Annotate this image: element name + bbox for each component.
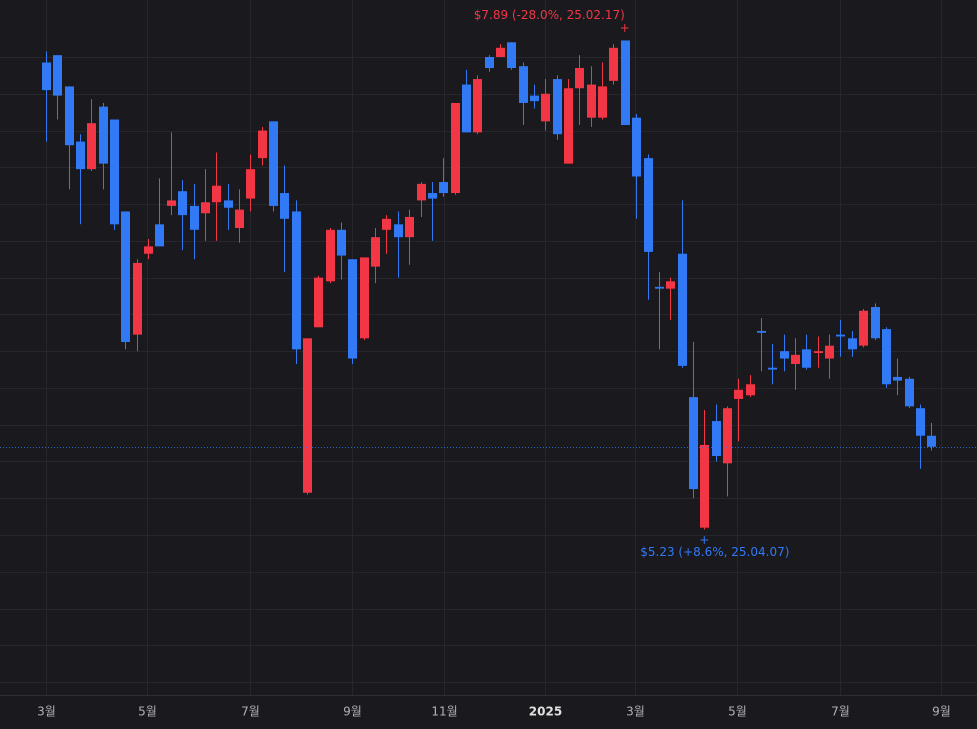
candle-body [496,47,505,57]
candle-body [65,86,74,146]
candle-body [814,351,823,354]
candle-body [405,216,414,238]
candle-body [893,376,902,381]
candle-body [678,253,687,366]
x-tick-label: 11월 [431,705,457,719]
low-marker: + [699,533,709,547]
x-tick-label: 5월 [728,705,747,719]
candle-body [382,218,391,230]
candle-body [337,229,346,256]
candle-body [507,42,516,69]
low-label: $5.23 (+8.6%, 25.04.07) [640,545,789,559]
candle-body [201,202,210,214]
x-tick-label: 9월 [932,705,951,719]
candle-body [519,66,528,103]
candle-body [269,121,278,206]
candle-body [632,117,641,177]
candle-body [235,209,244,228]
candle-body [428,193,437,199]
high-marker: + [620,21,630,35]
candle-body [927,435,936,447]
candle-body [825,345,834,359]
x-tick-label: 7월 [241,705,260,719]
candle-body [42,62,51,91]
candle-body [417,183,426,201]
high-label: $7.89 (-28.0%, 25.02.17) [474,8,625,22]
candle-body [757,330,766,333]
candle-body [178,191,187,216]
x-tick-label: 7월 [831,705,850,719]
candle-body [802,349,811,368]
candle-body [848,338,857,350]
candle-body [564,88,573,164]
candle-body [371,237,380,267]
candle-body [666,281,675,289]
candle-body [212,185,221,203]
candle-body [280,193,289,219]
candle-body [689,397,698,490]
candle-body [360,257,369,339]
candle-body [621,40,630,126]
candle-body [598,86,607,118]
candle-body [746,384,755,396]
candle-body [439,182,448,194]
candle-body [712,421,721,456]
candle-body [326,229,335,282]
candle-body [303,338,312,493]
x-tick-label: 3월 [37,705,56,719]
x-tick-label: 3월 [626,705,645,719]
candle-body [133,262,142,335]
candle-body [575,68,584,89]
candle-body [110,119,119,225]
candle-body [836,334,845,337]
candle-body [87,123,96,170]
candle-body [76,141,85,170]
candle-body [246,169,255,199]
candle-body [859,310,868,346]
candle-body [155,224,164,247]
candle-body [167,200,176,206]
candle-body [644,158,653,252]
candle-body [916,408,925,436]
candle-body [451,102,460,194]
candle-body [53,55,62,96]
candle-body [871,307,880,339]
candle-body [882,329,891,385]
candle-body [348,259,357,359]
candle-body [734,389,743,399]
candle-body [587,84,596,118]
candle-body [258,130,267,159]
candle-body [462,84,471,133]
candle-body [144,246,153,254]
candle-body [655,286,664,289]
candle-body [553,79,562,135]
candle-body [292,211,301,350]
x-tick-label: 9월 [343,705,362,719]
candle-body [485,56,494,69]
candle-body [394,224,403,238]
candle-body [905,378,914,407]
candle-body [780,351,789,359]
candle-body [541,93,550,122]
candle-body [609,47,618,81]
candle-body [473,79,482,133]
x-tick-label: 2025 [529,705,562,719]
candle-body [723,408,732,464]
candle-body [224,200,233,208]
candle-body [768,367,777,370]
candle-body [190,205,199,230]
x-tick-label: 5월 [138,705,157,719]
candle-body [121,211,130,342]
candle-body [314,277,323,328]
candle-body [99,106,108,164]
candle-body [700,444,709,528]
candle-body [530,95,539,102]
candle-body [791,354,800,365]
